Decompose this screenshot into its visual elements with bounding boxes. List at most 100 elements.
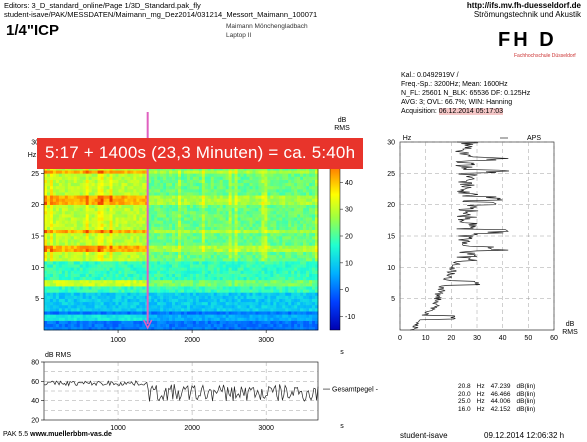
spectrogram-cell [115,192,119,196]
spectrogram-cell [157,226,161,231]
spectrogram-cell [106,273,110,278]
spectrogram-cell [166,257,170,262]
spectrogram-cell [246,232,250,237]
spectrogram-cell [273,229,277,234]
spectrogram-cell [67,170,72,174]
spectrogram-cell [85,248,89,252]
spectrogram-cell [142,323,146,328]
spectrogram-cell [243,286,247,290]
spectrogram-cell [44,236,48,240]
spectrogram-cell [288,311,292,315]
spectrogram-cell [151,220,155,224]
spectrogram-cell [288,204,292,209]
spectrogram-cell [130,257,134,262]
spectrogram-cell [112,261,116,265]
spectrogram-cell [258,223,262,227]
spectrogram-cell [133,311,137,315]
spectrogram-cell [243,232,247,237]
spectrogram-cell [166,223,170,227]
spectrogram-cell [285,276,289,281]
spectrogram-cell [240,217,244,221]
spectrogram-cell [249,301,253,306]
spectrogram-cell [136,304,140,309]
spectrogram-cell [234,204,238,209]
spectrogram-cell [189,261,194,265]
spectrogram-cell [213,210,218,215]
spectrogram-cell [91,251,95,256]
spectrogram-cell [88,217,92,221]
spectrogram-cell [258,317,262,321]
spectrogram-cell [70,173,75,177]
spectrogram-cell [106,210,110,215]
spectrogram-cell [219,323,223,328]
spectrogram-cell [85,267,89,271]
spectrogram-cell [178,283,182,287]
spectrogram-cell [85,311,89,315]
spectrogram-cell [261,283,265,287]
spectrogram-cell [189,214,194,218]
spectrogram-cell [106,251,110,256]
spectrogram-cell [282,283,286,287]
spectrogram-cell [166,283,170,287]
spectrogram-cell [94,173,98,177]
spectrogram-cell [175,279,179,284]
spectrogram-cell [228,173,232,177]
spectrogram-cell [64,179,69,184]
spectrogram-cell [115,170,119,174]
spectrogram-cell [178,295,182,299]
spectrogram-cell [157,170,161,174]
spectrogram-cell [183,295,188,299]
spectrogram-cell [127,232,131,237]
spectrogram-cell [264,176,268,180]
spectrogram-cell [139,273,143,278]
spectrogram-cell [106,195,110,199]
spectrogram-cell [85,226,89,231]
spectrogram-cell [46,304,51,309]
spectrogram-cell [100,311,104,315]
spectrogram-cell [163,242,167,246]
spectrogram-cell [207,308,212,312]
spectrogram-cell [139,192,143,196]
spectrogram-cell [103,279,107,284]
spectrogram-cell [97,182,101,187]
spectrogram-cell [154,173,158,177]
spectrogram-cell [195,210,200,215]
spectrogram-cell [127,239,131,243]
spectrogram-cell [55,264,60,268]
spectrogram-cell [157,214,161,218]
spectrogram-cell [112,185,116,190]
spectrogram-cell [142,182,146,187]
spectrogram-cell [67,207,72,212]
spectrogram-cell [88,257,92,262]
spectrogram-cell [148,210,152,215]
spectrogram-cell [273,301,277,306]
spectrogram-cell [112,236,116,240]
spectrogram-cell [136,270,140,274]
spectrogram-cell [198,217,203,221]
spectrogram-cell [189,242,194,246]
spectrogram-cell [121,245,125,249]
spectrogram-cell [112,229,116,234]
spectrogram-cell [44,261,48,265]
spectrogram-cell [178,217,182,221]
spectrogram-cell [64,289,69,293]
spectrogram-cell [192,289,197,293]
spectrogram-cell [249,173,253,177]
spectrogram-cell [67,201,72,205]
spectrogram-cell [276,270,280,274]
spectrogram-cell [64,261,69,265]
spectrogram-cell [240,223,244,227]
spectrogram-cell [163,326,167,331]
spectrogram-cell [216,217,221,221]
spectrogram-cell [195,198,200,202]
spectrogram-cell [109,245,113,249]
spectrogram-cell [270,254,274,259]
spectrogram-cell [234,232,238,237]
spectrogram-cell [228,320,232,325]
spectrogram-cell [133,254,137,259]
spectrogram-cell [169,295,173,299]
spectrogram-cell [201,232,206,237]
spectrogram-cell [222,239,226,243]
spectrogram-cell [178,248,182,252]
spectrogram-cell [148,279,152,284]
